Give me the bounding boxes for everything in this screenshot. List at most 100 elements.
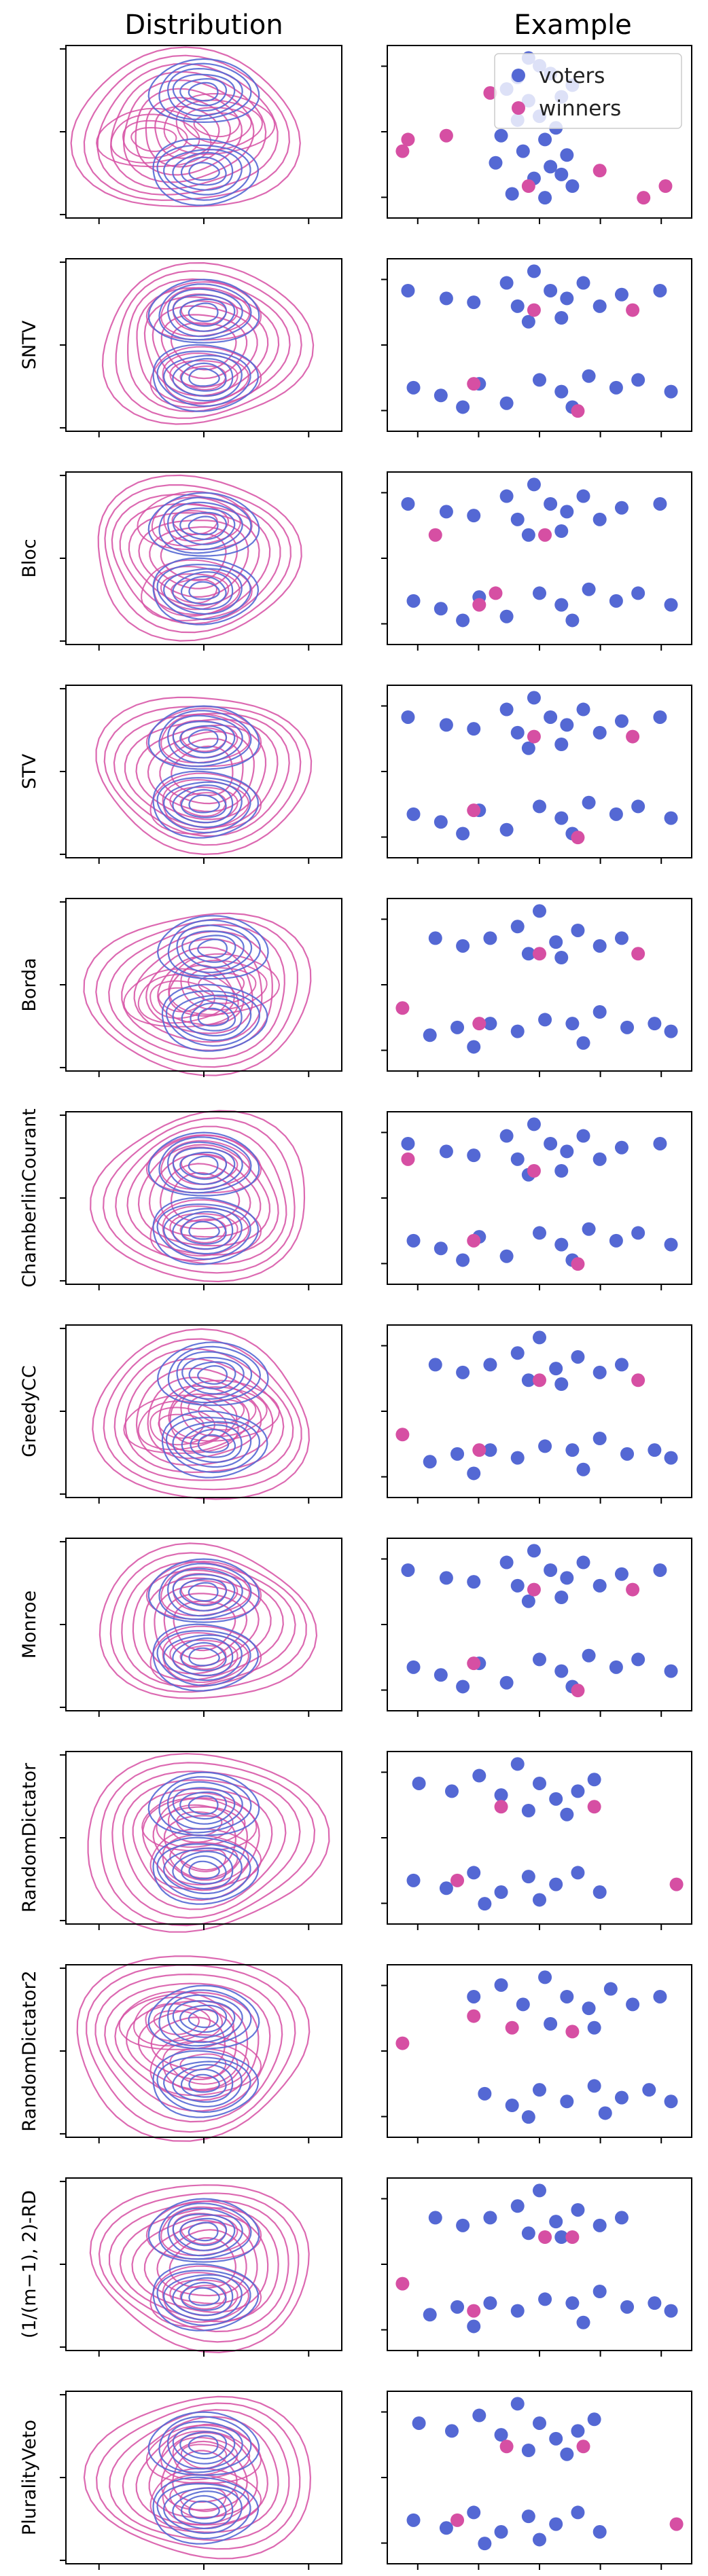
voters-kde-contour [181, 1356, 245, 1395]
winner-point [439, 128, 453, 143]
voters-kde-contour [197, 1364, 228, 1385]
winners-kde-contour [86, 1964, 296, 2133]
distribution-panel [60, 2177, 342, 2357]
winner-point [467, 377, 481, 391]
voter-point [533, 586, 546, 600]
voter-point [620, 2300, 635, 2314]
winners-kde-contour [180, 300, 228, 326]
winner-point [483, 86, 497, 100]
winners-kde-contour [137, 490, 253, 551]
winner-point [467, 2304, 481, 2318]
voter-point [521, 1594, 535, 1608]
winners-kde-contour [170, 1172, 241, 1222]
voter-point [494, 1788, 508, 1802]
voter-point [664, 2094, 678, 2109]
voter-point [648, 2296, 662, 2310]
voter-point [483, 1017, 497, 1031]
voters-kde-contour [156, 2483, 251, 2540]
voter-point [505, 2099, 519, 2113]
row-label: Bloc [19, 539, 40, 577]
voters-kde-contour [172, 73, 236, 112]
voter-point [560, 1807, 574, 1821]
example-bg [387, 259, 692, 431]
voter-point [494, 128, 508, 143]
voters-kde-contour [181, 156, 227, 186]
voters-kde-contour [197, 1434, 230, 1453]
voter-point [664, 1451, 678, 1465]
voter-point [565, 1443, 580, 1457]
winners-kde-contour [130, 126, 177, 152]
voters-kde-contour [156, 1341, 269, 1407]
voter-point [582, 1648, 596, 1663]
voters-kde-contour [179, 1578, 228, 1607]
winners-kde-contour [115, 1125, 287, 1265]
voters-kde-contour [147, 1771, 260, 1836]
winner-point [401, 1152, 415, 1166]
voters-kde-contour [179, 511, 228, 541]
voters-kde-contour [156, 777, 251, 834]
voters-kde-contour [166, 2420, 243, 2470]
voters-kde-contour [172, 1637, 234, 1677]
voters-kde-contour [152, 2476, 260, 2545]
voter-point [406, 807, 421, 821]
voters-kde-contour [179, 2004, 228, 2033]
voter-point [592, 1365, 607, 1379]
voters-kde-contour [197, 938, 228, 958]
winners-kde-contour [142, 1797, 260, 1891]
winners-kde-contour [99, 1542, 318, 1699]
voter-point [554, 2230, 569, 2244]
voter-point [544, 710, 558, 724]
example-panel [381, 685, 692, 864]
winner-point [571, 1684, 585, 1698]
voter-point [527, 691, 541, 705]
voter-point [609, 380, 623, 395]
winners-kde-contour [108, 924, 285, 1060]
winners-kde-contour [128, 511, 260, 606]
winners-kde-contour [154, 1584, 260, 1668]
panel-row-8: RandomDictator [19, 1751, 692, 1933]
winners-kde-contour [70, 46, 301, 208]
voters-kde-contour [172, 2427, 236, 2465]
voters-kde-contour [188, 1582, 219, 1602]
voter-point [648, 1443, 662, 1457]
voter-point [565, 179, 580, 194]
voter-point [401, 1563, 415, 1577]
voters-kde-contour [162, 1208, 243, 1255]
distribution-panel [60, 1110, 342, 1290]
voter-point [401, 1136, 415, 1150]
voter-point [401, 283, 415, 297]
winners-kde-contour [149, 2467, 262, 2530]
winners-kde-contour [133, 938, 263, 1043]
voter-point [510, 1024, 525, 1038]
voter-point [483, 931, 497, 945]
voters-kde-contour [172, 2490, 234, 2530]
voter-point [412, 2416, 426, 2430]
winners-kde-contour [152, 1806, 249, 1881]
winners-kde-contour [137, 1144, 271, 1247]
voter-point [587, 2412, 601, 2427]
winners-kde-contour [149, 1407, 215, 1446]
voter-point [533, 373, 546, 387]
panel-row-9: RandomDictator2 [19, 1955, 692, 2143]
voter-point [406, 1660, 421, 1674]
voters-kde-contour [176, 924, 253, 973]
winners-kde-contour [148, 2431, 258, 2518]
example-panel [381, 471, 692, 651]
voter-point [614, 1140, 629, 1155]
voter-point [664, 1237, 678, 1252]
voters-kde-contour [152, 1836, 260, 1905]
voter-point [592, 725, 607, 740]
voters-kde-contour [147, 278, 260, 344]
voters-kde-contour [156, 2056, 251, 2114]
row-label: RandomDictator2 [19, 1970, 40, 2131]
voters-kde-contour [188, 367, 220, 387]
voter-point [653, 710, 667, 724]
voters-kde-contour [147, 705, 260, 770]
voter-point [467, 295, 481, 310]
voter-point [565, 2296, 580, 2310]
voter-point [560, 1989, 574, 2003]
panel-row-7: Monroe [19, 1538, 692, 1717]
winners-kde-contour [175, 99, 264, 151]
voter-point [631, 1652, 645, 1667]
voter-point [549, 2431, 563, 2446]
